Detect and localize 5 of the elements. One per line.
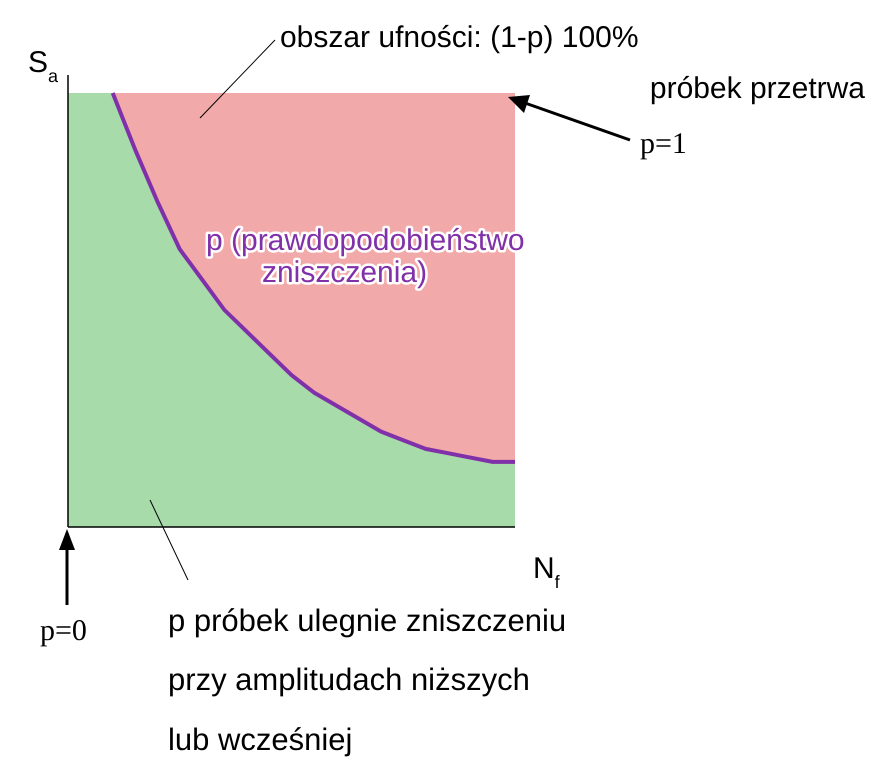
- text: p próbek ulegnie zniszczeniu przy amplitudach niższych lub wcześniej: [168, 603, 566, 757]
- x-axis-title: N$_{f}$: [533, 552, 561, 592]
- text: p=1: [640, 127, 687, 160]
- text: p=0: [40, 614, 87, 647]
- y-axis-title: S$_{a}$: [28, 46, 60, 86]
